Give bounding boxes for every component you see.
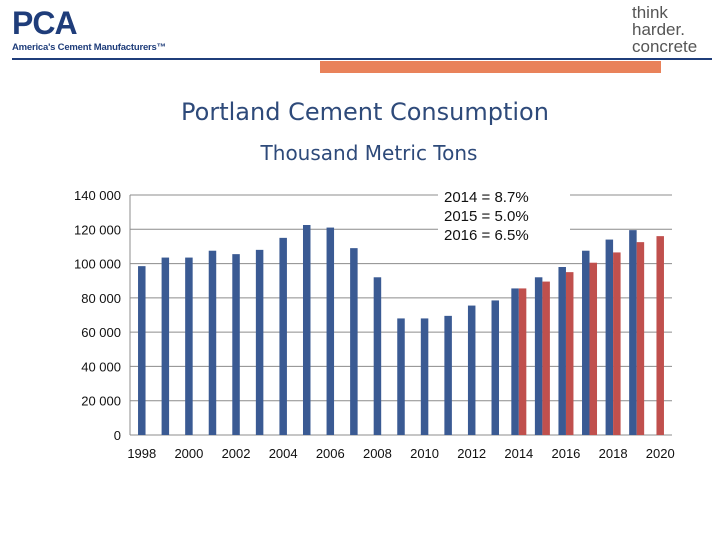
think-logo-line-1: think xyxy=(632,3,668,22)
pca-logo-tagline: America's Cement Manufacturers™ xyxy=(12,42,166,53)
bar-1999-series-1 xyxy=(161,257,170,435)
x-tick-label: 2018 xyxy=(599,446,628,461)
bar-2017-series-1 xyxy=(582,250,590,435)
annotation-line-2016: 2016 = 6.5% xyxy=(444,227,529,244)
x-tick-label: 2014 xyxy=(504,446,533,461)
x-tick-label: 2016 xyxy=(551,446,580,461)
bar-2001-series-1 xyxy=(208,250,217,435)
bar-1998-series-1 xyxy=(138,266,146,435)
annotation-line-2014: 2014 = 8.7% xyxy=(444,189,529,206)
bar-2009-series-1 xyxy=(397,318,405,435)
think-harder-concrete-logo: think harder. concrete xyxy=(632,4,720,55)
x-tick-label: 2002 xyxy=(222,446,251,461)
x-tick-label: 2012 xyxy=(457,446,486,461)
bar-2016-series-1 xyxy=(558,267,566,435)
bar-2007-series-1 xyxy=(350,248,358,435)
pca-logo: PCA America's Cement Manufacturers™ xyxy=(12,5,166,56)
header-accent-bar-orange xyxy=(320,61,661,73)
bar-2019-series-1 xyxy=(629,230,637,435)
bar-2019-series-2 xyxy=(636,242,645,435)
chart-title: Portland Cement Consumption xyxy=(181,98,549,126)
y-tick-label: 20 000 xyxy=(81,394,121,409)
bar-2005-series-1 xyxy=(302,225,311,435)
bar-2018-series-2 xyxy=(613,252,621,435)
x-tick-label: 2000 xyxy=(174,446,203,461)
bar-2000-series-1 xyxy=(185,257,193,435)
bar-2013-series-1 xyxy=(491,300,500,435)
bar-2017-series-2 xyxy=(589,262,598,435)
bar-2004-series-1 xyxy=(279,237,287,435)
x-tick-label: 2006 xyxy=(316,446,345,461)
bar-2014-series-1 xyxy=(511,288,519,435)
y-tick-label: 80 000 xyxy=(81,291,121,306)
bar-2012-series-1 xyxy=(467,305,476,435)
bar-2020-series-2 xyxy=(656,236,664,435)
think-logo-line-3: concrete xyxy=(632,37,698,56)
x-tick-label: 2008 xyxy=(363,446,392,461)
bar-2002-series-1 xyxy=(232,254,240,435)
bar-2018-series-1 xyxy=(605,239,614,435)
chart-subtitle: Thousand Metric Tons xyxy=(260,141,478,165)
bar-2008-series-1 xyxy=(373,277,382,435)
y-tick-label: 140 000 xyxy=(74,188,121,203)
bar-2010-series-1 xyxy=(420,318,429,435)
y-tick-label: 0 xyxy=(114,428,121,443)
bar-2014-series-2 xyxy=(518,288,527,435)
think-logo-line-2: harder. xyxy=(632,20,685,39)
pca-logo-mark: PCA xyxy=(12,5,78,41)
annotation-line-2015: 2015 = 5.0% xyxy=(444,208,529,225)
bar-2006-series-1 xyxy=(326,227,335,435)
y-tick-label: 60 000 xyxy=(81,325,121,340)
x-tick-label: 2020 xyxy=(646,446,675,461)
bar-2016-series-2 xyxy=(565,272,574,435)
x-tick-label: 2010 xyxy=(410,446,439,461)
growth-annotation: 2014 = 8.7% 2015 = 5.0% 2016 = 6.5% xyxy=(438,188,570,245)
y-tick-label: 100 000 xyxy=(74,257,121,272)
bar-2015-series-2 xyxy=(542,281,550,435)
bar-2015-series-1 xyxy=(534,277,543,435)
y-tick-label: 40 000 xyxy=(81,359,121,374)
x-tick-label: 2004 xyxy=(269,446,298,461)
y-tick-label: 120 000 xyxy=(74,222,121,237)
bar-2003-series-1 xyxy=(255,249,264,435)
bar-2011-series-1 xyxy=(444,315,452,435)
header-divider-blue xyxy=(12,58,712,60)
x-tick-label: 1998 xyxy=(127,446,156,461)
